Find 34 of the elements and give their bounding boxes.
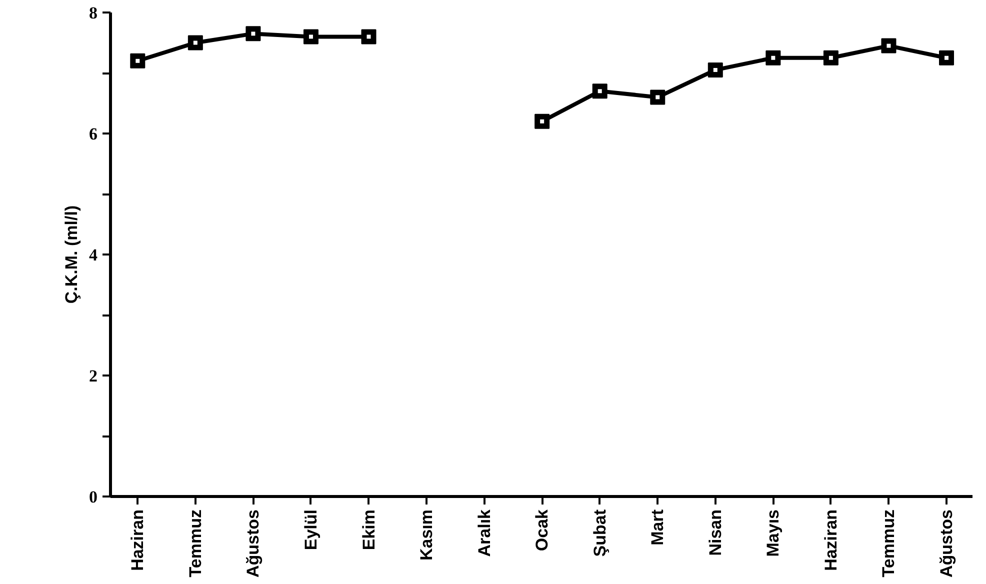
y-axis-title: Ç.K.M. (ml/l) <box>62 205 81 304</box>
point <box>650 90 666 105</box>
point <box>592 84 608 99</box>
x-tick-label: Ağustos <box>244 510 263 578</box>
x-tick-label: Haziran <box>128 509 148 571</box>
x-tick-label: Ekim <box>359 509 378 550</box>
x-tick-label: Temmuz <box>879 509 898 578</box>
x-tick-label: Mayıs <box>764 510 783 557</box>
x-tick-label: Mart <box>648 509 668 546</box>
point <box>361 29 376 44</box>
point <box>130 53 146 68</box>
y-tick-label: 6 <box>89 124 98 144</box>
point <box>188 35 203 50</box>
point <box>939 50 954 66</box>
x-tick-label: Kasım <box>417 509 436 561</box>
y-tick-label: 2 <box>89 366 98 386</box>
point <box>708 62 723 78</box>
point <box>766 50 781 66</box>
x-tick-label: Haziran <box>821 509 840 571</box>
point <box>303 29 318 44</box>
point <box>881 38 896 54</box>
x-tick-label: Aralık <box>474 508 494 557</box>
y-tick-label: 0 <box>89 488 98 506</box>
point <box>823 50 838 66</box>
point <box>246 26 261 42</box>
x-tick-label: Temmuz <box>186 509 205 578</box>
point <box>534 114 550 129</box>
x-tick-label: Nisan <box>706 509 725 556</box>
x-tick-label: Şubat <box>590 509 610 557</box>
y-tick-label: 8 <box>89 4 98 22</box>
x-tick-label: Ocak <box>532 508 552 552</box>
y-tick-label: 4 <box>89 246 98 264</box>
x-tick-label: Eylül <box>301 510 320 550</box>
x-tick-label: Ağustos <box>937 510 956 578</box>
